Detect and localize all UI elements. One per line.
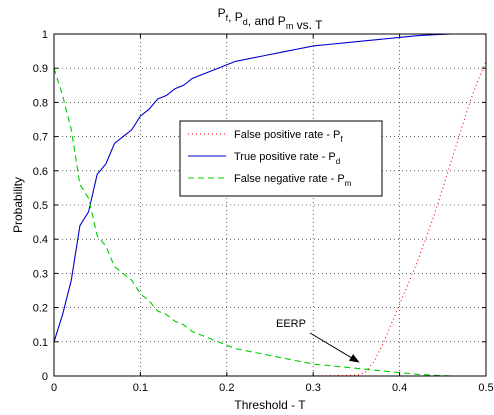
grid (54, 34, 486, 376)
legend: False positive rate - Pf True positive ra… (179, 120, 383, 197)
annotation-label: EERP (276, 318, 306, 330)
y-tick-label: 0.5 (33, 200, 48, 212)
x-tick-label: 0.1 (133, 382, 148, 394)
chart-title: Pf, Pd, and Pm vs. T (218, 6, 324, 32)
y-tick-label: 0.2 (33, 303, 48, 315)
x-axis-label: Threshold - T (234, 398, 306, 412)
y-tick-label: 0.1 (33, 337, 48, 349)
series-layer (53, 33, 487, 377)
y-tick-label: 0.3 (33, 268, 48, 280)
x-tick-label: 0.4 (392, 382, 407, 394)
legend-label-1: True positive rate - Pd (234, 151, 340, 166)
x-tick-label: 0 (51, 382, 57, 394)
y-tick-label: 0.6 (33, 166, 48, 178)
ticks: 0 0.1 0.2 0.3 0.4 0.5 0 0.1 0.2 0.3 0.4 0.5 0.6 0.7 0.… (33, 29, 494, 394)
series-line-1 (53, 33, 486, 342)
y-tick-label: 0 (42, 371, 48, 383)
x-tick-label: 0.5 (478, 382, 493, 394)
y-tick-label: 0.4 (33, 234, 48, 246)
legend-label-0: False positive rate - Pf (234, 129, 343, 144)
y-tick-label: 1 (42, 29, 48, 41)
annotation-layer: EERP (276, 318, 360, 363)
series-line-2 (53, 68, 486, 377)
y-tick-label: 0.8 (33, 97, 48, 109)
x-tick-label: 0.3 (306, 382, 321, 394)
x-tick-label: 0.2 (219, 382, 234, 394)
annotation-arrow (309, 332, 360, 363)
legend-label-2: False negative rate - Pm (234, 173, 352, 188)
y-tick-label: 0.9 (33, 63, 48, 75)
legend-box (179, 120, 383, 197)
y-tick-label: 0.7 (33, 132, 48, 144)
y-axis-label: Probability (11, 177, 25, 233)
